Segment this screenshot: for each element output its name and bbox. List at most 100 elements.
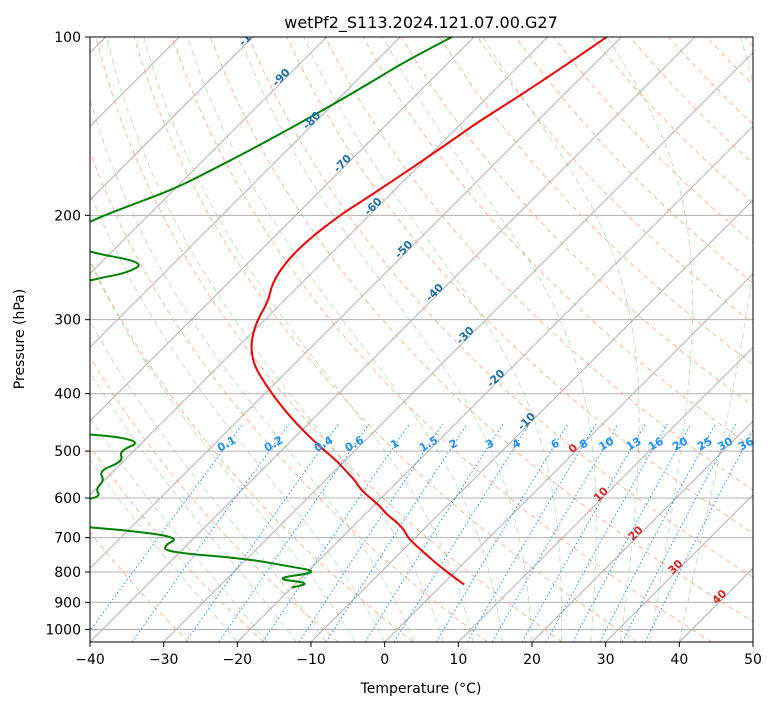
- mixing-ratio-label: 3: [483, 437, 496, 452]
- dry-adiabat-line: [706, 37, 753, 86]
- isotherm-line: [90, 37, 254, 201]
- dry-adiabat-line: [248, 37, 753, 578]
- x-tick-label: 10: [449, 652, 467, 668]
- isotherm-line: [90, 37, 696, 642]
- x-axis-label: Temperature (°C): [360, 681, 482, 697]
- mixing-ratio-line: [131, 423, 290, 642]
- isotherm-line: [90, 37, 475, 422]
- isotherm-label: -100: [236, 20, 265, 49]
- profile-line-0: [250, 37, 608, 586]
- x-tick-label: 50: [744, 652, 762, 668]
- moist-adiabat-line: [482, 37, 640, 642]
- chart-title: wetPf2_S113.2024.121.07.00.G27: [284, 13, 558, 33]
- mixing-ratio-line: [185, 423, 340, 642]
- dry-adiabat-line: [90, 259, 414, 642]
- mixing-ratio-label: 4: [510, 436, 523, 451]
- mixing-ratio-line: [467, 423, 597, 642]
- isotherm-line: [163, 51, 753, 642]
- dry-adiabat-line: [210, 37, 753, 623]
- dry-adiabat-line: [90, 356, 339, 642]
- dry-adiabat-line: [95, 37, 563, 642]
- isotherm-line: [678, 567, 753, 642]
- dry-adiabat-line: [515, 37, 753, 284]
- y-tick-label: 800: [54, 565, 81, 581]
- isotherm-label: 20: [626, 523, 646, 543]
- x-tick-label: 20: [523, 652, 541, 668]
- moist-adiabat-line: [678, 37, 753, 642]
- dry-adiabat-line: [438, 37, 753, 366]
- mixing-ratio-line: [298, 423, 444, 642]
- x-tick-label: −40: [75, 652, 105, 668]
- profile-series: [90, 37, 608, 589]
- y-tick-label: 700: [54, 531, 81, 547]
- isotherm-line: [605, 493, 753, 642]
- mixing-ratio-label: 6: [549, 436, 562, 451]
- y-tick-label: 500: [54, 444, 81, 460]
- isotherm-line: [310, 199, 753, 642]
- y-axis-label: Pressure (hPa): [12, 289, 28, 389]
- mixing-ratio-line: [218, 423, 370, 642]
- moist-adiabat-line: [90, 97, 415, 642]
- dry-adiabat-line: [668, 37, 753, 125]
- x-tick-label: 0: [380, 652, 389, 668]
- mixing-ratio-line: [572, 423, 692, 642]
- dry-adiabat-line: [553, 37, 753, 244]
- isotherm-label: -20: [484, 367, 507, 390]
- mixing-ratio-label: 2: [447, 437, 460, 452]
- line-labels: 0.1 0.2 0.4 0.6 1 1.5 2 3 4 6 8 10 13 16 20 25 30 36-100-…: [215, 20, 756, 607]
- moist-adiabat-line: [187, 37, 503, 642]
- x-tick-label: −20: [223, 652, 253, 668]
- y-tick-label: 400: [54, 387, 81, 403]
- isotherm-label: -30: [454, 324, 477, 347]
- dry-adiabat-line: [286, 37, 753, 534]
- isotherm-label: 40: [709, 587, 729, 607]
- dry-adiabat-line: [591, 37, 753, 204]
- isotherm-line: [90, 37, 549, 496]
- isotherm-line: [384, 272, 753, 642]
- reference-lines: [90, 37, 753, 642]
- mixing-ratio-line: [621, 423, 737, 642]
- y-tick-label: 1000: [45, 622, 81, 638]
- dry-adiabat-line: [171, 37, 712, 642]
- isotherm-label: -50: [392, 238, 415, 261]
- y-tick-label: 300: [54, 313, 81, 329]
- y-tick-label: 900: [54, 595, 81, 611]
- moist-adiabat-line: [90, 261, 356, 642]
- mixing-ratio-line: [364, 423, 504, 642]
- moist-adiabat-line: [90, 416, 268, 642]
- isotherm-line: [90, 37, 328, 275]
- x-tick-label: 30: [597, 652, 615, 668]
- x-tick-label: 40: [670, 652, 688, 668]
- y-tick-label: 100: [54, 30, 81, 46]
- mixing-ratio-line: [599, 423, 716, 642]
- isotherm-line: [752, 641, 753, 642]
- moist-adiabat-line: [90, 190, 386, 642]
- moist-adiabat-line: [239, 37, 533, 642]
- dry-adiabat-line: [133, 37, 638, 642]
- y-tick-label: 600: [54, 491, 81, 507]
- moist-adiabat-line: [303, 37, 563, 642]
- isotherm-label: -70: [331, 152, 354, 175]
- axis-ticks: −40 −30 −20 −10 0 10 20 30 40 50 100 200 300 400 500 60…: [45, 30, 762, 668]
- dry-adiabat-line: [400, 37, 753, 407]
- profile-line-1: [90, 37, 453, 589]
- dry-adiabat-line: [744, 37, 753, 47]
- y-tick-label: 200: [54, 208, 81, 224]
- mixing-ratio-line: [393, 423, 530, 642]
- x-tick-label: −10: [296, 652, 326, 668]
- isotherm-line: [90, 37, 401, 349]
- mixing-ratio-line: [325, 423, 468, 642]
- isotherm-line: [236, 125, 753, 642]
- moist-adiabat-line: [143, 37, 474, 642]
- isotherm-line: [90, 37, 622, 570]
- isotherm-label: -40: [423, 281, 446, 304]
- mixing-ratio-line: [644, 428, 753, 642]
- mixing-ratio-line: [521, 423, 646, 642]
- isotherm-label: -10: [515, 410, 538, 433]
- mixing-ratio-line: [545, 423, 668, 642]
- mixing-ratio-label: 36: [736, 434, 756, 453]
- dry-adiabat-line: [90, 445, 264, 642]
- moist-adiabat-line: [90, 320, 327, 642]
- moist-adiabat-line: [382, 37, 597, 642]
